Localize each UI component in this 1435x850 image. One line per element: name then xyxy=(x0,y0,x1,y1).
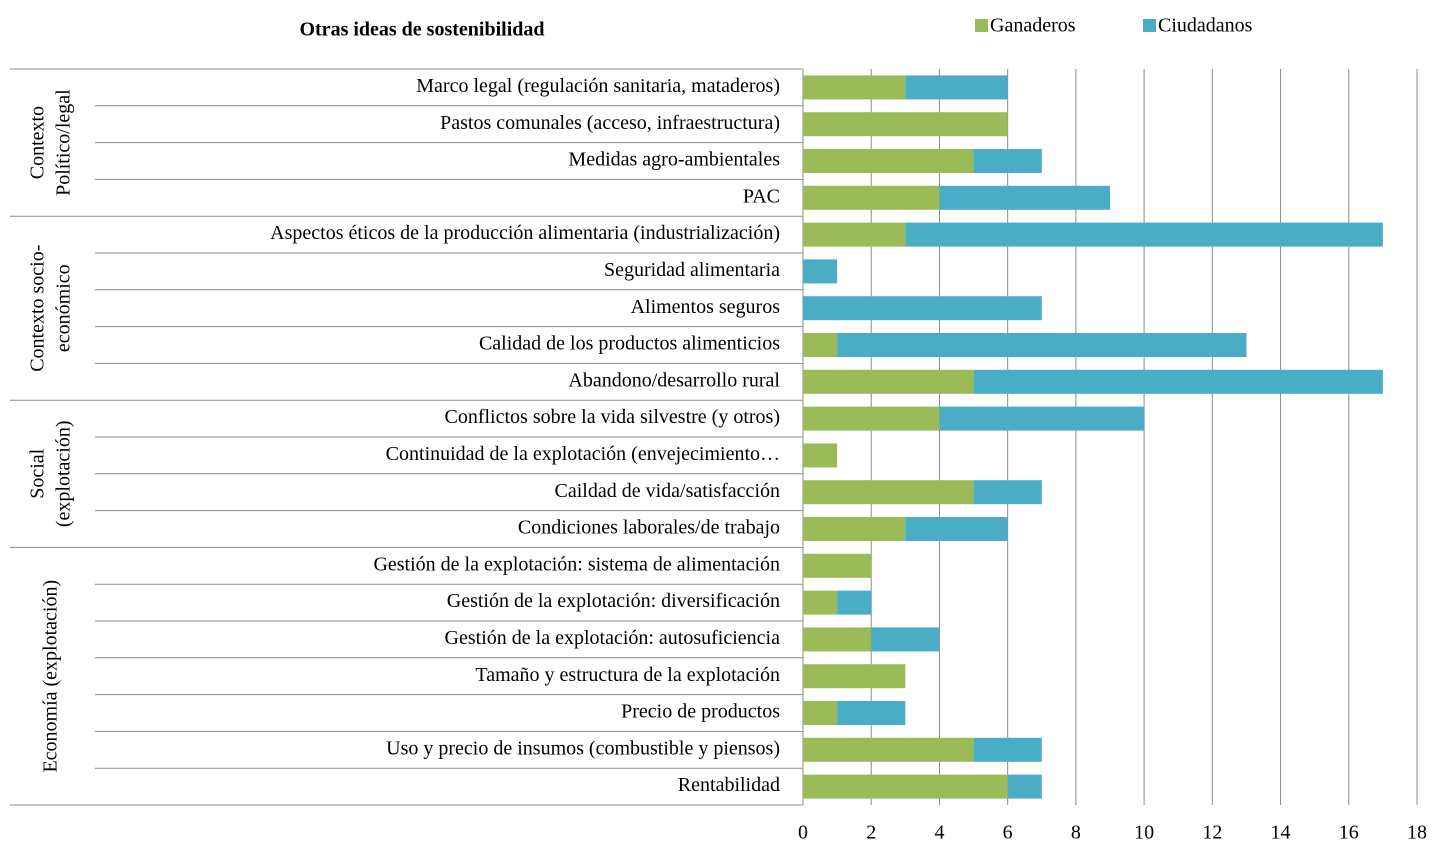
category-label: Tamaño y estructura de la explotación xyxy=(475,664,780,686)
bar-segment xyxy=(803,701,838,725)
group-label: Contexto xyxy=(27,106,49,179)
bar-segment xyxy=(803,737,974,762)
bar-segment xyxy=(837,333,1247,357)
bar-segment xyxy=(803,774,1008,799)
bar-segment xyxy=(803,406,940,431)
bar-segment xyxy=(803,517,906,541)
category-label: Seguridad alimentaria xyxy=(604,259,780,281)
category-label: Precio de productos xyxy=(621,701,780,723)
x-tick-label: 10 xyxy=(1134,822,1154,844)
bar-segment xyxy=(973,737,1042,762)
bar-segment xyxy=(803,112,1008,137)
bar-segment xyxy=(939,185,1110,210)
category-label: Pastos comunales (acceso, infraestructur… xyxy=(440,112,780,134)
bar-segment xyxy=(973,149,1042,173)
x-tick-label: 2 xyxy=(866,822,876,844)
x-tick-label: 8 xyxy=(1071,822,1081,844)
chart-title: Otras ideas de sostenibilidad xyxy=(299,19,544,41)
x-tick-label: 6 xyxy=(1003,822,1013,844)
bar-segment xyxy=(973,480,1042,505)
category-label: Rentabilidad xyxy=(678,774,780,796)
bar-segment xyxy=(1007,774,1042,799)
bar-segment xyxy=(803,443,838,468)
bar-segment xyxy=(905,222,1383,247)
category-label: Marco legal (regulación sanitaria, matad… xyxy=(416,75,780,97)
x-tick-label: 14 xyxy=(1271,822,1291,844)
group-label: (explotación) xyxy=(53,420,75,527)
bar-segment xyxy=(905,517,1008,541)
x-tick-label: 18 xyxy=(1407,822,1427,844)
bar-segment xyxy=(837,590,872,615)
category-label: Caildad de vida/satisfacción xyxy=(555,480,780,502)
group-label: Economía (explotación) xyxy=(40,580,62,773)
legend-label: Ciudadanos xyxy=(1158,15,1253,37)
legend-swatch xyxy=(975,19,988,32)
group-label: Contexto socio- xyxy=(27,245,49,372)
bar-segment xyxy=(803,480,974,505)
bar-segment xyxy=(803,185,940,210)
bar-segment xyxy=(803,369,974,394)
category-label: Medidas agro-ambientales xyxy=(568,149,780,171)
category-label: Abandono/desarrollo rural xyxy=(568,369,780,391)
bar-segment xyxy=(803,553,872,578)
legend-swatch xyxy=(1143,19,1156,32)
group-label: Político/legal xyxy=(53,89,75,196)
bar-segment xyxy=(803,664,906,689)
group-label: Social xyxy=(27,448,49,498)
bar-segment xyxy=(803,296,1042,321)
category-label: Gestión de la explotación: diversificaci… xyxy=(447,590,780,612)
bar-segment xyxy=(973,369,1383,394)
bar-segment xyxy=(803,75,906,100)
category-label: Alimentos seguros xyxy=(631,296,781,318)
bar-segment xyxy=(803,259,838,284)
category-label: Gestión de la explotación: autosuficienc… xyxy=(445,627,781,649)
bar-segment xyxy=(803,222,906,247)
group-label: económico xyxy=(53,264,75,352)
bar-segment xyxy=(905,75,1008,100)
x-tick-label: 12 xyxy=(1202,822,1222,844)
bar-segment xyxy=(837,701,906,725)
bar-segment xyxy=(803,627,872,652)
category-label: Calidad de los productos alimenticios xyxy=(479,333,780,355)
bar-segment xyxy=(803,590,838,615)
legend-label: Ganaderos xyxy=(990,15,1076,37)
bar-segment xyxy=(939,406,1145,431)
category-label: Aspectos éticos de la producción aliment… xyxy=(270,222,780,244)
category-label: Gestión de la explotación: sistema de al… xyxy=(373,553,780,575)
x-tick-label: 4 xyxy=(934,822,944,844)
bar-segment xyxy=(803,333,838,357)
category-label: Condiciones laborales/de trabajo xyxy=(518,517,780,539)
category-label: Conflictos sobre la vida silvestre (y ot… xyxy=(445,406,781,428)
x-tick-label: 16 xyxy=(1339,822,1359,844)
category-label: Uso y precio de insumos (combustible y p… xyxy=(386,737,780,759)
category-label: Continuidad de la explotación (envejecim… xyxy=(386,443,780,465)
category-label: PAC xyxy=(743,185,780,207)
bar-segment xyxy=(871,627,940,652)
x-tick-label: 0 xyxy=(798,822,808,844)
bar-segment xyxy=(803,149,974,173)
